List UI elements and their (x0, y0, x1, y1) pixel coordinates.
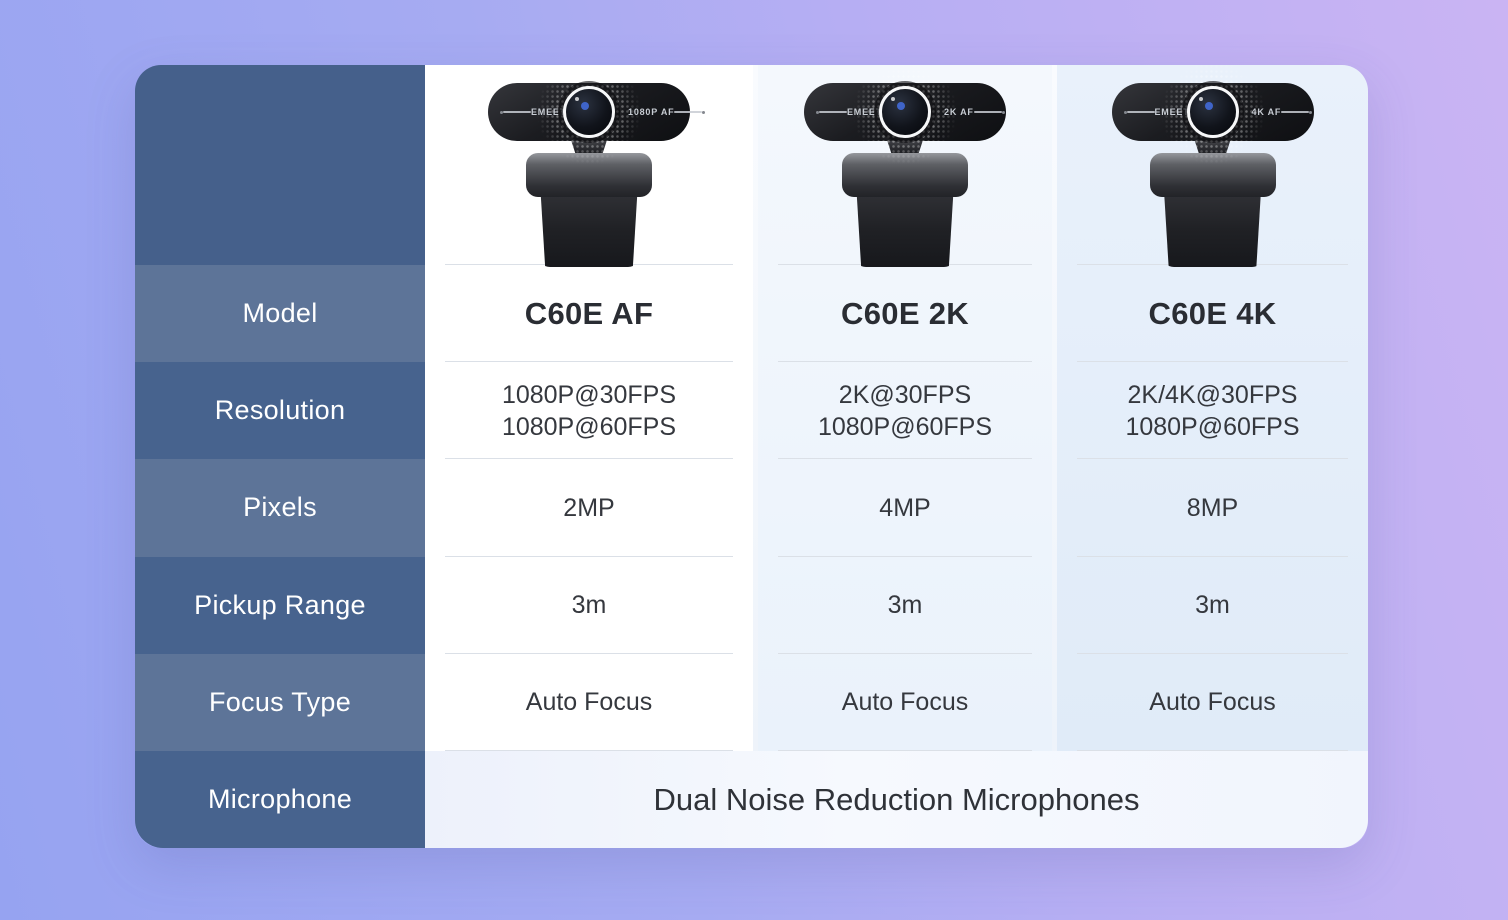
model-value: C60E AF (425, 265, 753, 363)
resolution-value: 2K/4K@30FPS 1080P@60FPS (1057, 362, 1368, 460)
mic-hole-icon (1001, 110, 1005, 114)
products-area: EMEET 1080P AF (425, 65, 1368, 848)
focus-type-value: Auto Focus (1057, 654, 1368, 751)
brand-label: EMEET (531, 107, 567, 117)
model-badge-label: 1080P AF (628, 107, 675, 117)
row-label-pickup-range: Pickup Range (135, 556, 425, 654)
pixels-value: 2MP (425, 459, 753, 557)
pickup-range-value: 3m (1057, 557, 1368, 655)
row-label-microphone: Microphone (135, 750, 425, 848)
decor-line (503, 111, 531, 113)
lens-glint (575, 97, 589, 110)
product-image-cell: EMEET 4K AF (1057, 65, 1368, 267)
resolution-line: 1080P@60FPS (501, 412, 677, 441)
resolution-value: 1080P@30FPS 1080P@60FPS (425, 362, 753, 460)
camera-mount-clip (1163, 183, 1262, 267)
model-value: C60E 4K (1057, 265, 1368, 363)
webcam-image: EMEET 2K AF (804, 65, 1006, 267)
row-label-resolution: Resolution (135, 362, 425, 460)
model-value: C60E 2K (758, 265, 1052, 363)
product-column-c60e-4k: EMEET 4K AF (1057, 65, 1368, 751)
camera-mount-clip (856, 183, 954, 267)
pickup-range-value: 3m (758, 557, 1052, 655)
model-badge-label: 2K AF (944, 107, 974, 117)
camera-mount-top (526, 153, 652, 197)
camera-mount-top (1149, 153, 1276, 197)
header-spacer-cell (135, 65, 425, 265)
resolution-line: 1080P@60FPS (817, 412, 993, 441)
resolution-line: 1080P@60FPS (1125, 412, 1300, 441)
resolution-line: 1080P@30FPS (501, 380, 677, 409)
lens-glint (891, 97, 905, 110)
row-labels-column: Model Resolution Pixels Pickup Range Foc… (135, 65, 425, 848)
mic-hole-icon (1309, 110, 1313, 114)
column-divider (753, 65, 758, 751)
decor-line (1126, 111, 1155, 113)
microphone-shared-value: Dual Noise Reduction Microphones (425, 751, 1368, 848)
webcam-image: EMEET 4K AF (1111, 65, 1314, 267)
resolution-line: 2K@30FPS (838, 380, 972, 409)
brand-label: EMEET (847, 107, 883, 117)
decor-line (1281, 111, 1310, 113)
product-column-c60e-af: EMEET 1080P AF (425, 65, 753, 751)
resolution-value: 2K@30FPS 1080P@60FPS (758, 362, 1052, 460)
focus-type-value: Auto Focus (425, 654, 753, 751)
product-image-cell: EMEET 1080P AF (425, 65, 753, 267)
pixels-value: 4MP (758, 459, 1052, 557)
camera-lens-icon (563, 86, 615, 138)
camera-mount-clip (540, 183, 638, 267)
comparison-table: Model Resolution Pixels Pickup Range Foc… (135, 65, 1368, 848)
product-column-c60e-2k: EMEET 2K AF (758, 65, 1052, 751)
decor-line (674, 111, 703, 113)
row-label-model: Model (135, 265, 425, 363)
decor-line (973, 111, 1002, 113)
mic-hole-icon (500, 110, 503, 114)
camera-mount-top (842, 153, 968, 197)
product-image-cell: EMEET 2K AF (758, 65, 1052, 267)
lens-glint (1198, 97, 1213, 110)
camera-body: EMEET 2K AF (804, 65, 1006, 165)
column-divider (1052, 65, 1057, 751)
row-label-focus-type: Focus Type (135, 653, 425, 751)
focus-type-value: Auto Focus (758, 654, 1052, 751)
pickup-range-value: 3m (425, 557, 753, 655)
model-badge-label: 4K AF (1251, 107, 1282, 117)
products-row: EMEET 1080P AF (425, 65, 1368, 751)
camera-lens-icon (879, 86, 931, 138)
mic-hole-icon (816, 110, 819, 114)
camera-lens-icon (1186, 86, 1239, 138)
row-label-pixels: Pixels (135, 459, 425, 557)
camera-body: EMEET 1080P AF (488, 65, 706, 165)
camera-body: EMEET 4K AF (1111, 65, 1314, 165)
brand-label: EMEET (1154, 107, 1190, 117)
decor-line (819, 111, 847, 113)
resolution-line: 2K/4K@30FPS (1127, 380, 1298, 409)
mic-hole-icon (1123, 110, 1127, 114)
pixels-value: 8MP (1057, 459, 1368, 557)
webcam-image: EMEET 1080P AF (488, 65, 706, 267)
mic-hole-icon (702, 110, 706, 114)
